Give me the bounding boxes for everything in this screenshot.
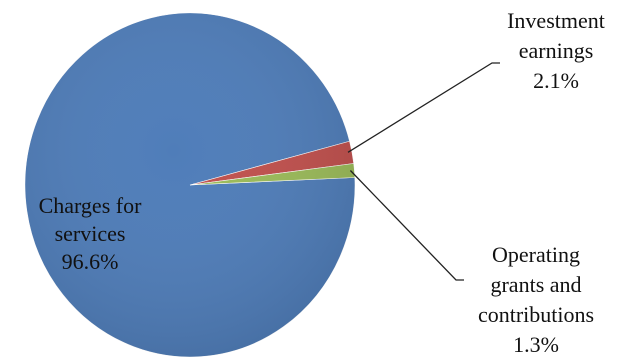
leader-line <box>347 62 500 153</box>
slice-label: Investment earnings 2.1% <box>507 8 605 93</box>
slice-name-line: grants and <box>490 272 581 297</box>
slice-value-label: 2.1% <box>533 68 579 93</box>
slice-name-line: Operating <box>492 242 580 267</box>
slice-label: Operating grants and contributions 1.3% <box>478 242 594 357</box>
leader-line <box>349 170 464 281</box>
slice-name-line: contributions <box>478 302 594 327</box>
slice-value-label: 1.3% <box>513 332 559 357</box>
slice-value-label: 96.6% <box>62 249 119 274</box>
slice-name-line: Investment <box>507 8 605 33</box>
slice-label: Charges for services 96.6% <box>39 193 143 274</box>
slice-name-line: services <box>55 221 126 246</box>
slice-name-line: Charges for <box>39 193 143 218</box>
slice-name-line: earnings <box>519 38 594 63</box>
